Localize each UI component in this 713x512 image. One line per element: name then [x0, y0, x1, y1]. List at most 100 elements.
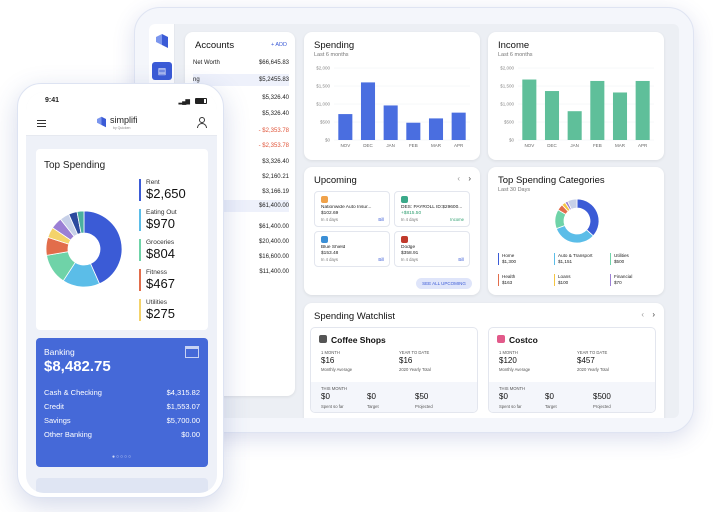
account-row[interactable]: - $2,353.78 [193, 125, 289, 137]
watchlist-item-card[interactable]: Costco 1 MONTH $120 Monthly Average YEAR TO … [488, 327, 656, 413]
phone-category-slice[interactable] [76, 210, 85, 234]
income-ytick-label: $1,500 [500, 84, 514, 89]
spending-ytick-label: $500 [320, 120, 331, 125]
income-bar[interactable] [590, 80, 605, 140]
target-label: Target [367, 404, 379, 409]
upcoming-item[interactable]: DES: PAYROLL ID:$29600... +$815.50 In 4 da… [394, 191, 470, 227]
account-row[interactable]: $16,600.00 [193, 251, 289, 263]
account-row[interactable]: $20,400.00 [193, 236, 289, 248]
income-card: Income Last 6 months $2,000 $1,500 $1,000 $… [488, 32, 664, 160]
category-amount: $2,650 [146, 186, 186, 201]
upcoming-name: DES: PAYROLL ID:$29600... [401, 205, 463, 210]
watchlist-prev-icon[interactable]: ‹ [641, 310, 644, 319]
account-row-value: - $2,353.78 [258, 128, 289, 134]
carousel-dots[interactable]: ●○○○○ [111, 454, 133, 460]
top-spending-item[interactable]: Fitness $467 [139, 269, 175, 291]
income-xtick-label: DEC [547, 143, 557, 148]
phone-screen: 9:41 ▂▄▆ simplifi by Quicken Top Spendin… [26, 92, 217, 493]
top-spending-item[interactable]: Eating Out $970 [139, 209, 177, 231]
banking-row-label: Savings [44, 416, 71, 425]
upcoming-name: Nationwide Auto Insur... [321, 205, 372, 210]
spending-ytick-label: $1,000 [316, 102, 330, 107]
banking-row[interactable]: Other Banking $0.00 [44, 430, 200, 439]
this-month-label: THIS MONTH [321, 386, 348, 391]
spending-xtick-label: FEB [409, 143, 418, 148]
projected-label: Projected [593, 404, 611, 409]
income-bar[interactable] [635, 80, 650, 140]
income-ytick-label: $500 [504, 120, 515, 125]
watchlist-item-card[interactable]: Coffee Shops 1 MONTH $16 Monthly Average YEA… [310, 327, 478, 413]
legend-item: Home $1,300 [498, 253, 516, 265]
add-account-button[interactable]: + ADD [270, 42, 287, 48]
top-spending-donut-chart [45, 210, 123, 288]
spending-bar[interactable] [406, 122, 421, 140]
income-bar[interactable] [522, 79, 537, 140]
banking-row-value: $0.00 [181, 430, 200, 439]
banking-row[interactable]: Cash & Checking $4,315.82 [44, 388, 200, 397]
account-row[interactable]: Net Worth $66,645.83 [193, 57, 289, 69]
category-slice[interactable] [567, 198, 578, 210]
income-ytick-label: $0 [509, 138, 515, 143]
top-spending-item[interactable]: Groceries $804 [139, 239, 175, 261]
profile-icon[interactable] [197, 117, 207, 129]
top-spending-item[interactable]: Rent $2,650 [139, 179, 186, 201]
coffee-icon [319, 335, 327, 343]
category-slice[interactable] [576, 198, 600, 237]
income-xtick-label: NOV [524, 143, 534, 148]
spending-bar[interactable] [360, 82, 376, 140]
income-xtick-label: JAN [570, 143, 579, 148]
account-row[interactable]: ng $5,2455.83 [193, 74, 289, 86]
account-row[interactable]: - $2,353.78 [193, 140, 289, 152]
banking-row-value: $1,553.07 [166, 402, 200, 411]
upcoming-tag: Bill [458, 257, 464, 262]
payee-icon [321, 196, 328, 203]
upcoming-tag: Bill [378, 257, 384, 262]
legend-value: $1,300 [502, 259, 517, 264]
app-header: simplifi by Quicken [26, 112, 217, 136]
account-row-value: $3,166.19 [262, 189, 289, 195]
account-row[interactable]: $3,326.40 [193, 156, 289, 168]
banking-row[interactable]: Savings $5,700.00 [44, 416, 200, 425]
spending-bar[interactable] [451, 112, 466, 140]
dashboard-nav-icon[interactable]: ▤ [152, 62, 172, 80]
watchlist-item-title: Coffee Shops [331, 335, 386, 345]
phone-category-slice[interactable] [83, 210, 123, 285]
income-bar[interactable] [567, 111, 582, 140]
upcoming-item[interactable]: Blue Shield $153.48 In 4 days Bill [314, 231, 390, 267]
income-bar[interactable] [544, 91, 560, 140]
watchlist-next-icon[interactable]: › [652, 310, 655, 319]
upcoming-title: Upcoming [314, 175, 357, 186]
banking-row[interactable]: Credit $1,553.07 [44, 402, 200, 411]
status-bar: 9:41 ▂▄▆ [26, 92, 217, 112]
income-bar[interactable] [612, 92, 628, 140]
spending-bar[interactable] [428, 118, 444, 140]
legend-item: Auto & Transport $1,151 [554, 253, 592, 265]
upcoming-item[interactable]: Nationwide Auto Insur... $102.69 In 4 days… [314, 191, 390, 227]
app-logo-icon [156, 34, 168, 48]
spent-label: Spent so far [499, 404, 522, 409]
banking-row-label: Other Banking [44, 430, 92, 439]
upcoming-item[interactable]: Dodge $358.91 In 4 days Bill [394, 231, 470, 267]
next-arrow-icon[interactable]: › [468, 174, 471, 183]
account-row[interactable]: $61,400.00 [193, 221, 289, 233]
category-label: Groceries [146, 239, 175, 246]
account-row[interactable]: $5,326.40 [193, 92, 289, 104]
see-all-upcoming-button[interactable]: SEE ALL UPCOMING [416, 278, 472, 289]
top-categories-subtitle: Last 30 Days [498, 187, 531, 193]
ytd-subtitle: 2020 Yearly Total [399, 367, 431, 372]
banking-row-value: $4,315.82 [166, 388, 200, 397]
ytd-value: $16 [399, 356, 413, 365]
spending-ytick-label: $0 [325, 138, 331, 143]
account-row[interactable]: $3,166.19 [193, 186, 289, 198]
banking-row-label: Cash & Checking [44, 388, 102, 397]
projected-label: Projected [415, 404, 433, 409]
top-spending-item[interactable]: Utilities $275 [139, 299, 175, 321]
account-row-value: $5,326.40 [262, 111, 289, 117]
prev-arrow-icon[interactable]: ‹ [457, 174, 460, 183]
spending-bar[interactable] [338, 114, 353, 140]
spending-bar[interactable] [383, 105, 398, 140]
payee-icon [321, 236, 328, 243]
menu-icon[interactable] [37, 120, 46, 127]
legend-label: Home [502, 253, 515, 258]
account-row[interactable]: $11,400.00 [193, 266, 289, 278]
